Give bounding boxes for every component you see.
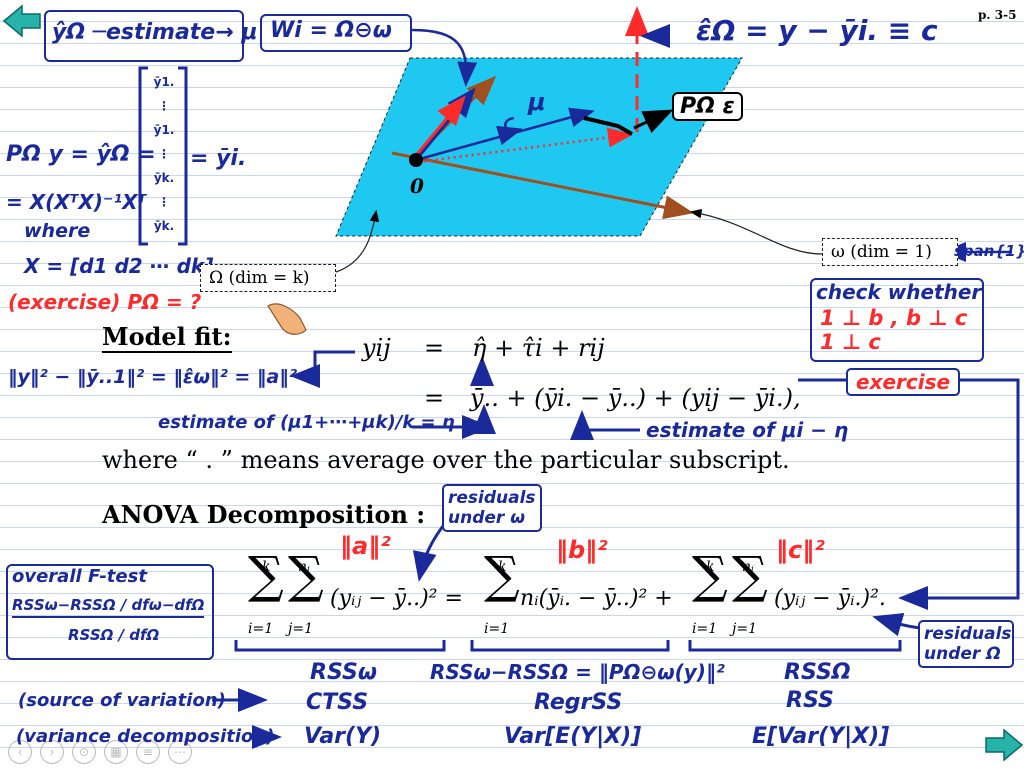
projection-line: PΩ y = ŷΩ =	[6, 142, 156, 167]
regrss-label: RegrSS	[534, 690, 623, 715]
rss-omega-label: RSSω	[310, 660, 377, 685]
exercise-right-box: exercise	[846, 368, 961, 396]
omega-big-connector	[335, 209, 380, 273]
viewer-more-icon[interactable]: ⋯	[168, 740, 192, 764]
viewer-back-icon[interactable]: ‹	[8, 740, 32, 764]
prev-page-button[interactable]	[2, 4, 42, 38]
p-epsilon-box: PΩ ε	[672, 92, 743, 121]
anova-title: ANOVA Decomposition :	[102, 500, 426, 529]
next-page-button[interactable]	[984, 728, 1024, 762]
variance-decomposition-label: (variance decomposition)	[16, 726, 275, 747]
anova-equation: ∑ k i=1 ∑ nᵢ j=1 (yᵢⱼ − ȳ..)² = ∑ k i=1 …	[248, 546, 886, 637]
span-label: span{1}	[954, 242, 1024, 260]
residuals-Omega-box: residuals under Ω	[918, 620, 1014, 668]
omega-small-connector	[689, 208, 823, 255]
epsilon-equation: ε̂Ω = y − ȳi. ≡ c	[696, 14, 938, 47]
residual-segment	[583, 116, 633, 136]
var-y-label: Var(Y)	[304, 724, 382, 749]
viewer-zoom-icon[interactable]: ⊙	[72, 740, 96, 764]
e-var-label: E[Var(Y|X)]	[752, 724, 890, 749]
matrix-entry: ȳk.	[153, 219, 175, 233]
projection-hat-matrix: = X(XᵀX)⁻¹Xᵀ	[6, 190, 147, 214]
left-arrow-icon	[2, 4, 41, 38]
model-fit-title: Model fit:	[102, 322, 232, 353]
matrix-entry: ȳk.	[153, 171, 175, 185]
origin-label: 0	[410, 174, 424, 198]
wi-box	[260, 14, 412, 52]
ctss-label: CTSS	[306, 690, 369, 715]
eq1-equals: =	[424, 334, 445, 362]
estimate-mu: estimate of μi − η	[646, 418, 849, 442]
f-test-numerator: RSSω−RSSΩ / dfω−dfΩ	[12, 596, 205, 618]
matrix-entry: ȳ1.	[153, 123, 175, 137]
estimate-box	[44, 10, 244, 62]
check-whether-title: check whether	[816, 280, 982, 304]
projection-result: = ȳi.	[190, 146, 247, 171]
matrix-entry: ⋮	[158, 147, 170, 161]
omega-axis-line	[391, 151, 694, 220]
origin-dot	[409, 153, 423, 167]
red-vector	[412, 95, 466, 159]
rss-difference-label: RSSω−RSSΩ = ‖PΩ⊖ω(y)‖²	[430, 660, 725, 684]
rss-label: RSS	[786, 688, 834, 713]
eq2-equals: =	[424, 384, 445, 412]
where-line: where “ . ” means average over the parti…	[102, 446, 790, 474]
rss-Omega-label: RSSΩ	[784, 660, 851, 685]
matrix-entry: ⋮	[158, 99, 170, 113]
eq1-rhs: η̂ + τ̂i + rij	[472, 334, 605, 362]
viewer-menu-icon[interactable]: ≡	[136, 740, 160, 764]
projection-where: where	[24, 220, 91, 242]
norm-c: ‖c‖²	[776, 536, 825, 564]
projection-matrix: ȳ1. ⋮ ȳ1. ⋮ ȳk. ⋮ ȳk.	[148, 70, 180, 238]
page-label: p. 3-5	[978, 8, 1017, 22]
f-test-denominator: RSSΩ / dfΩ	[68, 626, 160, 644]
norm-a: ‖a‖²	[340, 532, 391, 560]
mu-label: μ	[528, 88, 546, 116]
wi-note: Wi = Ω⊖ω	[270, 18, 392, 43]
omega-dim-1-box: ω (dim = 1)	[822, 238, 958, 266]
design-matrix: X = [d1 d2 ⋯ dk]	[24, 254, 214, 278]
check-line-1: 1 ⊥ b , b ⊥ c	[820, 306, 968, 330]
viewer-forward-icon[interactable]: ›	[40, 740, 64, 764]
eq1-lhs: yij	[362, 334, 391, 362]
estimate-eta: estimate of (μ1+⋯+μk)/k = η	[158, 412, 455, 433]
wi-connector	[411, 28, 478, 87]
eq2-rhs: ȳ.. + (ȳi. − ȳ..) + (yij − ȳi.),	[470, 384, 801, 412]
check-whether-box	[810, 278, 984, 362]
norm-b: ‖b‖²	[556, 536, 608, 564]
residuals-omega-box: residuals under ω	[442, 484, 542, 532]
exercise-projection: (exercise) PΩ = ?	[8, 290, 202, 314]
source-of-variation-label: (source of variation)	[18, 690, 226, 711]
matrix-entry: ⋮	[158, 195, 170, 209]
f-test-title: overall F-test	[12, 566, 147, 587]
pointer-hand-icon	[267, 303, 307, 335]
f-test-box	[6, 564, 214, 660]
right-arrow-icon	[985, 728, 1024, 762]
omega-dim-k-box: Ω (dim = k)	[200, 264, 336, 292]
estimate-note: ŷΩ ─estimate→ μ	[52, 20, 258, 45]
viewer-pages-icon[interactable]: ▦	[104, 740, 128, 764]
matrix-entry: ȳ1.	[153, 75, 175, 89]
var-e-label: Var[E(Y|X)]	[504, 724, 642, 749]
norm-identity: ‖y‖² − ‖ȳ..1‖² = ‖ε̂ω‖² = ‖a‖²	[8, 366, 298, 388]
check-line-2: 1 ⊥ c	[820, 330, 881, 354]
